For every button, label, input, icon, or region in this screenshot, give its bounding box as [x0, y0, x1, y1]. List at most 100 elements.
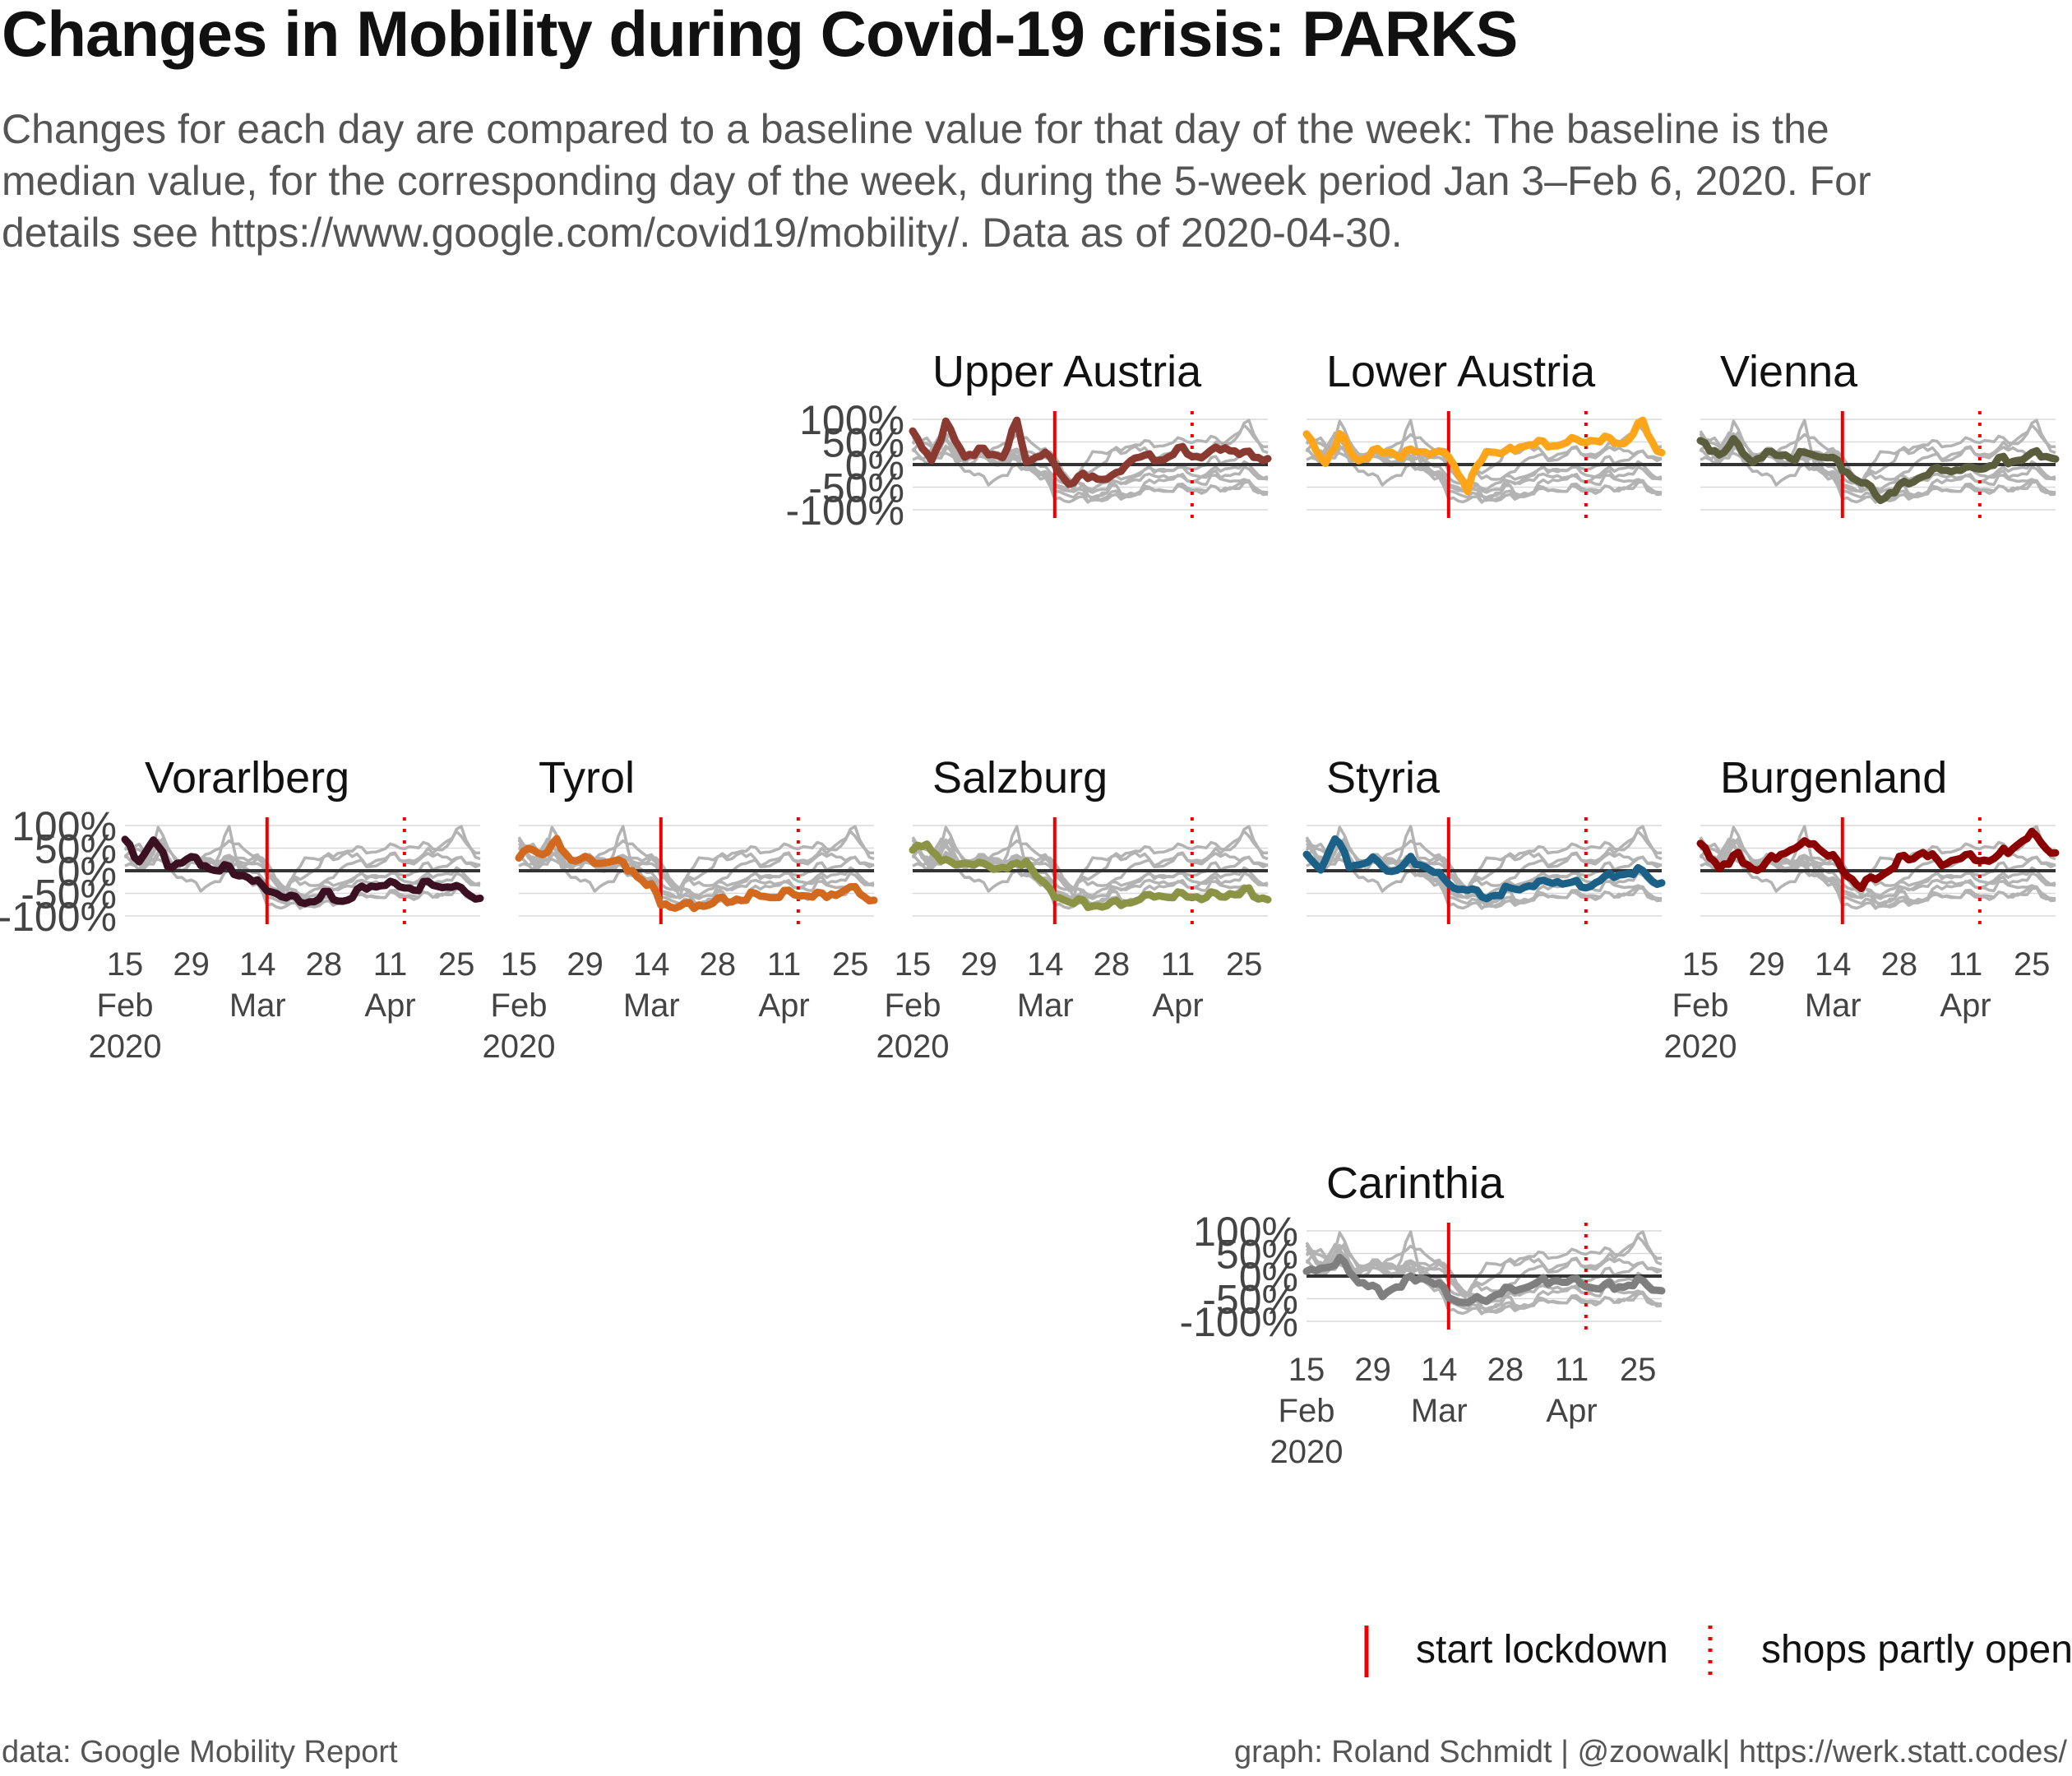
panel-lower-austria: Lower Austria — [1302, 347, 1666, 518]
panel-title: Carinthia — [1326, 1159, 1505, 1208]
y-tick-label: -100% — [785, 488, 904, 534]
x-tick-label: 14 — [239, 946, 276, 983]
legend: start lockdown shops partly open — [1364, 1626, 2072, 1677]
x-tick-label: 29 — [1748, 946, 1785, 983]
x-tick-label: Feb — [97, 987, 154, 1024]
y-tick-label: 100% — [12, 803, 117, 849]
context-line — [1699, 837, 2056, 900]
context-line — [518, 850, 875, 900]
x-tick-label: Apr — [1940, 987, 1991, 1024]
panel-carinthia: Carinthia 100%50%0%-50%-100% 15 Feb 2020 29 14… — [1179, 1159, 1666, 1470]
x-tick-label: Apr — [364, 987, 415, 1024]
x-tick-label: 14 — [1815, 946, 1852, 983]
x-tick-label: 28 — [1487, 1352, 1524, 1388]
context-line — [1700, 444, 2056, 493]
series-line-carinthia — [1302, 1253, 1666, 1307]
x-tick-label: 2020 — [1270, 1434, 1344, 1470]
x-tick-label: Feb — [885, 987, 941, 1024]
x-tick-label: Apr — [1546, 1393, 1597, 1429]
x-tick-label: 28 — [306, 946, 343, 983]
x-tick-label: 14 — [633, 946, 670, 983]
context-line — [912, 444, 1269, 493]
series-line-tyrol — [515, 835, 878, 913]
series-line-lower-austria — [1302, 416, 1666, 496]
x-tick-label: Mar — [229, 987, 286, 1024]
x-tick-label: Mar — [1805, 987, 1862, 1024]
y-tick-label: 100% — [799, 397, 904, 443]
caption-source: data: Google Mobility Report — [2, 1735, 398, 1769]
panel-title: Burgenland — [1720, 753, 1947, 802]
x-tick-label: 15 — [895, 946, 932, 983]
caption-credit: graph: Roland Schmidt | @zoowalk| https:… — [1234, 1735, 2067, 1769]
chart-subtitle-line-1: Changes for each day are compared to a b… — [2, 106, 1829, 152]
y-tick-label: -50% — [808, 465, 904, 511]
panel-vienna: Vienna — [1696, 347, 2060, 518]
y-tick-label: 0% — [845, 442, 904, 488]
x-tick-label: 2020 — [876, 1029, 950, 1065]
x-tick-label: 11 — [373, 946, 408, 983]
x-tick-label: 11 — [767, 946, 802, 983]
x-tick-label: 15 — [107, 946, 144, 983]
legend-lockdown-label: start lockdown — [1416, 1628, 1668, 1672]
y-tick-label: -100% — [1179, 1299, 1298, 1345]
x-tick-label: 25 — [2014, 946, 2051, 983]
series-line-vienna — [1696, 435, 2060, 505]
x-tick-label: 28 — [1881, 946, 1918, 983]
series-line-vorarlberg — [121, 835, 484, 908]
x-tick-label: 25 — [1226, 946, 1263, 983]
x-tick-label: Feb — [1672, 987, 1729, 1024]
y-tick-label: 50% — [1216, 1232, 1298, 1278]
x-tick-label: Feb — [491, 987, 548, 1024]
y-tick-label: -100% — [0, 894, 117, 940]
x-tick-label: 15 — [1682, 946, 1719, 983]
panel-title: Salzburg — [932, 753, 1108, 802]
panel-styria: Styria — [1302, 753, 1666, 924]
panel-title: Lower Austria — [1326, 347, 1596, 396]
context-line — [912, 850, 1269, 900]
x-tick-label: 2020 — [1664, 1029, 1737, 1065]
x-tick-label: 29 — [173, 946, 210, 983]
x-tick-label: 15 — [1288, 1352, 1325, 1388]
x-tick-label: Mar — [623, 987, 680, 1024]
series-line-styria — [1302, 835, 1666, 903]
x-tick-label: 29 — [1354, 1352, 1391, 1388]
x-tick-label: 15 — [501, 946, 538, 983]
panel-vorarlberg: Vorarlberg 100%50%0%-50%-100% 15 Feb 2020 29 1… — [0, 753, 484, 1065]
x-tick-label: 29 — [567, 946, 604, 983]
panel-burgenland: Burgenland 15 Feb 2020 29 14 Mar 28 11 Apr 25 — [1664, 753, 2060, 1065]
panel-salzburg: Salzburg 15 Feb 2020 29 14 Mar 28 11 Apr 25 — [876, 753, 1272, 1065]
x-tick-label: 29 — [960, 946, 997, 983]
legend-shops-label: shops partly open — [1761, 1628, 2072, 1672]
x-tick-label: Mar — [1017, 987, 1074, 1024]
panel-title: Styria — [1326, 753, 1441, 802]
panel-title: Upper Austria — [932, 347, 1202, 396]
x-tick-label: Apr — [1152, 987, 1203, 1024]
x-tick-label: 28 — [1094, 946, 1131, 983]
panel-title: Tyrol — [539, 753, 635, 802]
x-tick-label: Feb — [1279, 1393, 1335, 1429]
x-tick-label: 2020 — [483, 1029, 556, 1065]
x-tick-label: 25 — [832, 946, 869, 983]
panel-tyrol: Tyrol 15 Feb 2020 29 14 Mar 28 11 Apr 25 — [483, 753, 878, 1065]
x-tick-label: 25 — [438, 946, 475, 983]
panel-title: Vienna — [1720, 347, 1858, 396]
panel-title: Vorarlberg — [145, 753, 349, 802]
series-line-burgenland — [1696, 827, 2060, 892]
chart-subtitle-line-3: details see https://www.google.com/covid… — [2, 210, 1403, 256]
x-tick-label: 11 — [1949, 946, 1983, 983]
chart-subtitle-line-2: median value, for the corresponding day … — [2, 158, 1871, 204]
panel-upper-austria: Upper Austria 100%50%0%-50%-100% — [785, 347, 1272, 534]
y-tick-label: 50% — [35, 826, 117, 872]
context-line — [1306, 444, 1663, 493]
series-line-upper-austria — [909, 416, 1272, 488]
x-tick-label: Mar — [1411, 1393, 1468, 1429]
x-tick-label: 11 — [1555, 1352, 1589, 1388]
chart-title: Changes in Mobility during Covid-19 cris… — [2, 0, 1518, 70]
y-tick-label: 0% — [1239, 1254, 1298, 1300]
series-line-salzburg — [909, 840, 1272, 912]
x-tick-label: 14 — [1027, 946, 1064, 983]
y-tick-label: 0% — [58, 849, 117, 895]
x-tick-label: 11 — [1161, 946, 1196, 983]
x-tick-label: 25 — [1620, 1352, 1657, 1388]
